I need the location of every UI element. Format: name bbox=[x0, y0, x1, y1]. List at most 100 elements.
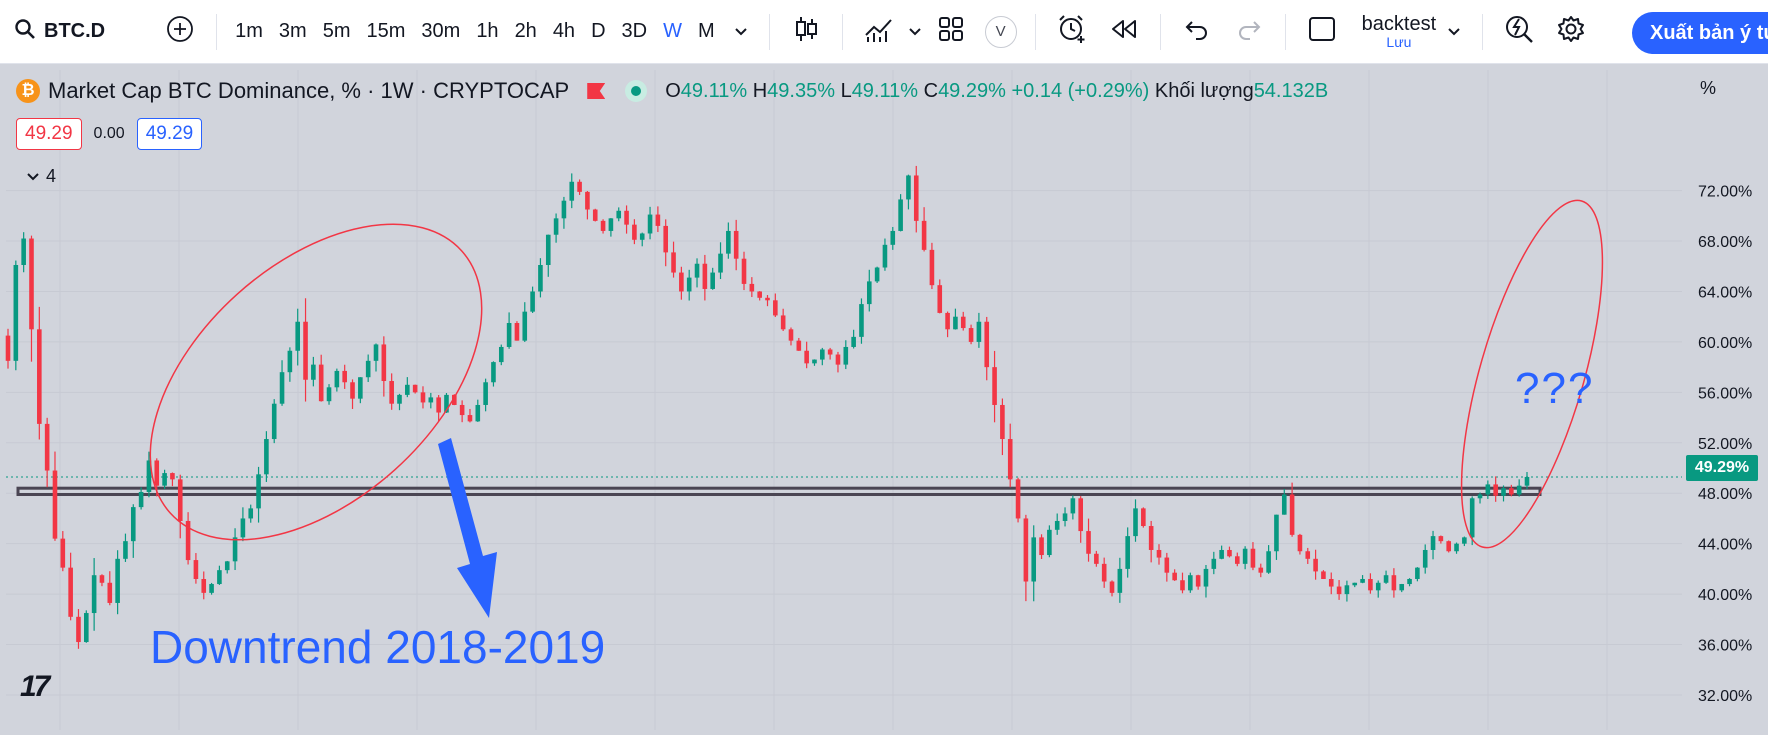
candle-body bbox=[1047, 529, 1052, 556]
candle-body bbox=[679, 272, 684, 292]
interval-30m[interactable]: 30m bbox=[421, 20, 461, 42]
candle-body bbox=[248, 508, 254, 519]
candle-body bbox=[702, 263, 708, 289]
candle-body bbox=[373, 344, 379, 361]
candle-body bbox=[405, 384, 410, 395]
candle-body bbox=[1274, 514, 1279, 552]
grid-icon bbox=[938, 16, 964, 48]
volume-indicator-button[interactable]: V bbox=[984, 12, 1017, 52]
candle-body bbox=[1172, 572, 1177, 581]
interval-3m[interactable]: 3m bbox=[278, 20, 307, 42]
candle-body bbox=[726, 230, 731, 254]
candle-body bbox=[303, 321, 308, 380]
axis-unit-label: % bbox=[1700, 78, 1717, 98]
interval-1h[interactable]: 1h bbox=[476, 20, 499, 42]
support-zone-box[interactable] bbox=[16, 486, 1542, 497]
candle-body bbox=[13, 264, 19, 361]
candle-body bbox=[1516, 485, 1522, 495]
y-axis-tick-label: 48.00% bbox=[1698, 486, 1752, 503]
interval-15m[interactable]: 15m bbox=[366, 20, 406, 42]
candle-body bbox=[866, 281, 872, 305]
plus-circle-icon bbox=[166, 15, 194, 49]
buy-price-box[interactable]: 49.29 bbox=[136, 118, 203, 150]
indicators-dropdown-button[interactable] bbox=[905, 12, 925, 52]
publish-idea-button[interactable]: Xuất bản ý tưởng bbox=[1632, 12, 1768, 54]
candle-body bbox=[514, 323, 520, 341]
candle-body bbox=[146, 460, 152, 492]
symbol-search-button[interactable]: BTC.D bbox=[14, 12, 105, 52]
candle-body bbox=[647, 214, 653, 234]
candle-body bbox=[428, 397, 434, 403]
settings-button[interactable] bbox=[1551, 12, 1591, 52]
volume-label: Khối lượng bbox=[1154, 79, 1254, 102]
volume-badge: V bbox=[984, 15, 1017, 48]
y-axis-tick-label: 40.00% bbox=[1698, 587, 1752, 604]
candle-body bbox=[843, 346, 849, 365]
candle-body bbox=[608, 218, 614, 231]
candle-body bbox=[1227, 549, 1232, 557]
close-value: 49.29% bbox=[938, 79, 1006, 102]
interval-W[interactable]: W bbox=[663, 20, 682, 42]
candle-body bbox=[1101, 563, 1107, 582]
candle-body bbox=[1328, 578, 1334, 587]
layout-dropdown-button[interactable] bbox=[1442, 12, 1466, 52]
candle-body bbox=[138, 491, 144, 508]
divider bbox=[1284, 13, 1286, 50]
breakout-ellipse[interactable] bbox=[1432, 187, 1631, 562]
layout-button[interactable] bbox=[1302, 12, 1342, 52]
candle-body bbox=[749, 283, 755, 292]
candle-body bbox=[467, 415, 473, 422]
tradingview-logo[interactable]: 17 bbox=[20, 670, 50, 703]
interval-dropdown-button[interactable] bbox=[729, 12, 753, 52]
templates-button[interactable] bbox=[931, 12, 971, 52]
indicators-collapse-toggle[interactable]: 4 bbox=[26, 166, 56, 187]
candle-body bbox=[1070, 498, 1076, 514]
candle-body bbox=[1477, 494, 1483, 499]
y-axis-tick-label: 68.00% bbox=[1698, 234, 1752, 251]
flag-icon[interactable] bbox=[587, 83, 606, 99]
candle-body bbox=[177, 479, 183, 521]
candle-body bbox=[1219, 549, 1224, 559]
interval-1m[interactable]: 1m bbox=[235, 20, 263, 42]
downtrend-arrow[interactable] bbox=[438, 438, 497, 618]
interval-M[interactable]: M bbox=[697, 20, 715, 42]
layout-name-button[interactable]: backtest Lưu bbox=[1362, 12, 1436, 52]
candle-body bbox=[264, 439, 269, 475]
candle-body bbox=[240, 518, 246, 538]
replay-button[interactable] bbox=[1104, 12, 1144, 52]
chart-pane[interactable]: 32.00% 36.00% 40.00% 44.00% 48.00% 52.00% 56.0… bbox=[0, 64, 1768, 735]
candle-body bbox=[1203, 568, 1209, 587]
redo-button[interactable] bbox=[1229, 12, 1269, 52]
chart-type-button[interactable] bbox=[786, 12, 826, 52]
candle-body bbox=[68, 567, 73, 617]
candle-body bbox=[162, 473, 167, 486]
chevron-down-icon bbox=[1447, 20, 1461, 43]
interval-5m[interactable]: 5m bbox=[322, 20, 351, 42]
candle-body bbox=[397, 394, 402, 404]
alert-button[interactable] bbox=[1052, 12, 1092, 52]
quick-search-button[interactable] bbox=[1499, 12, 1539, 52]
indicators-button[interactable] bbox=[859, 12, 899, 52]
candle-body bbox=[827, 349, 833, 355]
compare-symbol-button[interactable] bbox=[160, 12, 200, 52]
candle-body bbox=[60, 538, 66, 568]
price-chart[interactable]: 32.00%36.00%40.00%44.00%48.00%52.00%56.0… bbox=[0, 64, 1768, 735]
candle-body bbox=[718, 253, 723, 273]
interval-2h[interactable]: 2h bbox=[514, 20, 537, 42]
interval-3D[interactable]: 3D bbox=[621, 20, 648, 42]
square-icon bbox=[1308, 15, 1336, 49]
undo-button[interactable] bbox=[1177, 12, 1217, 52]
downtrend-annotation[interactable]: Downtrend 2018-2019 bbox=[150, 621, 606, 673]
candle-body bbox=[287, 350, 293, 373]
candle-body bbox=[671, 252, 676, 273]
candle-body bbox=[686, 277, 692, 292]
sell-price-box[interactable]: 49.29 bbox=[16, 118, 82, 150]
candle-body bbox=[741, 258, 747, 284]
uptrend-ellipse[interactable] bbox=[91, 163, 540, 601]
interval-4h[interactable]: 4h bbox=[552, 20, 576, 42]
candle-body bbox=[1156, 549, 1162, 558]
divider bbox=[768, 13, 770, 50]
question-annotation[interactable]: ??? bbox=[1515, 364, 1595, 413]
interval-D[interactable]: D bbox=[591, 20, 606, 42]
candle-body bbox=[389, 381, 394, 404]
